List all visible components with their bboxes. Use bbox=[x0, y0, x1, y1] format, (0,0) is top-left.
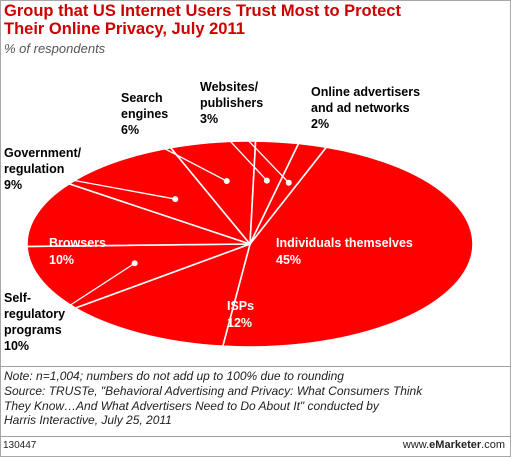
brand-logo: www.eMarketer.com bbox=[403, 439, 505, 451]
pie-slice-isps bbox=[74, 243, 251, 348]
chart-title: Group that US Internet Users Trust Most … bbox=[4, 2, 484, 38]
leader-dot-websites bbox=[263, 177, 270, 184]
leader-line-search bbox=[147, 139, 228, 182]
footer-divider bbox=[0, 436, 511, 437]
leader-dot-self-regulatory bbox=[131, 260, 138, 267]
label-self-regulatory-1: Self- bbox=[4, 291, 31, 305]
brand-prefix: www. bbox=[402, 439, 430, 451]
label-self-regulatory-2: regulatory bbox=[4, 307, 65, 321]
leader-lines bbox=[49, 127, 292, 318]
value-government: 9% bbox=[4, 178, 22, 192]
label-websites-1: Websites/ bbox=[200, 80, 259, 94]
value-browsers: 10% bbox=[49, 253, 74, 267]
label-browsers: Browsers bbox=[49, 236, 106, 250]
value-advertisers: 2% bbox=[311, 117, 329, 131]
brand-name: eMarketer bbox=[429, 439, 482, 451]
pie-slice-advertisers bbox=[249, 142, 328, 245]
notes-divider bbox=[0, 366, 511, 367]
leader-line-government bbox=[49, 175, 176, 200]
leader-dot-government bbox=[172, 196, 179, 203]
pie-slice-browsers bbox=[26, 182, 251, 248]
pie-chart: Individuals themselves 45% ISPs 12% Brow… bbox=[4, 80, 474, 353]
value-search: 6% bbox=[121, 123, 139, 137]
source-line-1: Source: TRUSTe, "Behavioral Advertising … bbox=[4, 383, 423, 398]
chart-title-line2: Their Online Privacy, July 2011 bbox=[4, 20, 245, 38]
value-self-regulatory: 10% bbox=[4, 339, 29, 353]
leader-dot-advertisers bbox=[285, 179, 292, 186]
value-individuals: 45% bbox=[276, 253, 301, 267]
label-websites-2: publishers bbox=[200, 96, 263, 110]
chart-title-line1: Group that US Internet Users Trust Most … bbox=[4, 2, 401, 20]
note-line: Note: n=1,004; numbers do not add up to … bbox=[4, 369, 344, 383]
label-advertisers-2: and ad networks bbox=[311, 101, 410, 115]
chart-id: 130447 bbox=[3, 440, 37, 451]
leader-line-self-regulatory bbox=[51, 262, 136, 318]
label-advertisers-1: Online advertisers bbox=[311, 85, 420, 99]
source-line-3: Harris Interactive, July 25, 2011 bbox=[4, 413, 172, 428]
label-individuals: Individuals themselves bbox=[276, 236, 413, 250]
label-search-1: Search bbox=[121, 91, 163, 105]
brand-suffix: .com bbox=[481, 439, 505, 451]
label-self-regulatory-3: programs bbox=[4, 323, 62, 337]
source-line-2: They Know…And What Advertisers Need to D… bbox=[4, 398, 379, 413]
label-government-1: Government/ bbox=[4, 146, 82, 160]
chart-notes: Note: n=1,004; numbers do not add up to … bbox=[4, 369, 504, 428]
label-search-2: engines bbox=[121, 107, 168, 121]
chart-subtitle: % of respondents bbox=[4, 41, 106, 56]
label-government-2: regulation bbox=[4, 162, 64, 176]
leader-dot-search bbox=[223, 178, 230, 185]
leader-line-websites bbox=[217, 127, 268, 182]
label-isps: ISPs bbox=[227, 299, 254, 313]
value-websites: 3% bbox=[200, 112, 218, 126]
leader-line-advertisers bbox=[241, 133, 290, 184]
pie-slice-individuals bbox=[221, 146, 474, 348]
value-isps: 12% bbox=[227, 316, 252, 330]
